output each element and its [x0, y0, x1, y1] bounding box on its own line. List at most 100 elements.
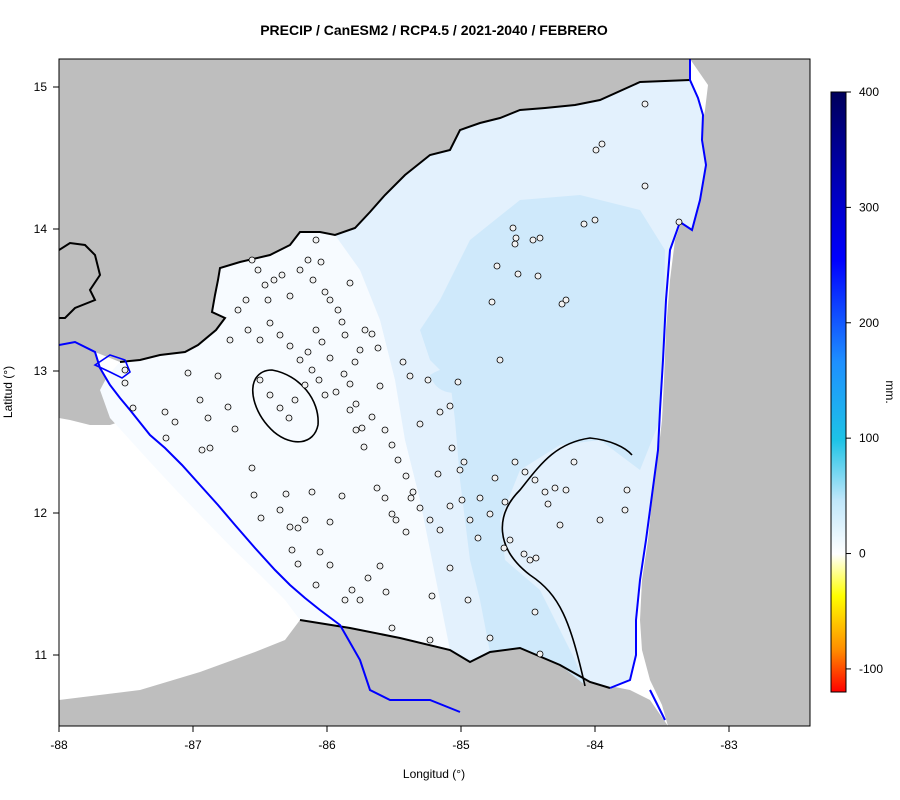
station-marker — [641, 182, 649, 190]
colorbar-tick-label: -100 — [859, 662, 883, 676]
station-marker — [376, 562, 384, 570]
x-axis-title: Longitud (°) — [403, 767, 465, 781]
station-marker — [286, 292, 294, 300]
station-marker — [675, 218, 683, 226]
station-marker — [224, 403, 232, 411]
x-tick-label: -87 — [184, 738, 202, 752]
station-marker — [242, 296, 250, 304]
station-marker — [296, 356, 304, 364]
station-marker — [326, 296, 334, 304]
station-marker — [121, 366, 129, 374]
colorbar-tick-label: 100 — [859, 431, 879, 445]
station-marker — [407, 494, 415, 502]
caribbean-land-region — [640, 59, 810, 726]
station-marker — [244, 326, 252, 334]
station-marker — [532, 554, 540, 562]
station-marker — [460, 458, 468, 466]
station-marker — [321, 288, 329, 296]
station-marker — [529, 236, 537, 244]
station-marker — [500, 544, 508, 552]
station-marker — [382, 588, 390, 596]
station-marker — [248, 256, 256, 264]
station-marker — [338, 318, 346, 326]
station-marker — [276, 404, 284, 412]
station-marker — [556, 521, 564, 529]
station-marker — [454, 378, 462, 386]
station-marker — [266, 319, 274, 327]
station-marker — [381, 494, 389, 502]
station-marker — [204, 414, 212, 422]
station-marker — [373, 484, 381, 492]
station-marker — [402, 528, 410, 536]
station-marker — [317, 258, 325, 266]
station-marker — [399, 358, 407, 366]
station-marker — [312, 236, 320, 244]
station-marker — [381, 426, 389, 434]
station-marker — [308, 488, 316, 496]
station-marker — [294, 560, 302, 568]
station-marker — [512, 234, 520, 242]
station-marker — [171, 418, 179, 426]
station-marker — [338, 492, 346, 500]
station-marker — [474, 534, 482, 542]
station-marker — [558, 300, 566, 308]
coastline-pacific — [59, 340, 461, 713]
station-marker — [301, 381, 309, 389]
x-axis: -88 -87 -86 -85 -84 -83 — [50, 726, 738, 752]
station-marker — [234, 306, 242, 314]
x-tick-label: -88 — [50, 738, 68, 752]
station-marker — [446, 502, 454, 510]
station-marker — [257, 514, 265, 522]
station-marker — [541, 488, 549, 496]
precip-zone-medium — [420, 195, 665, 685]
station-marker — [416, 420, 424, 428]
station-marker — [315, 376, 323, 384]
station-marker — [352, 400, 360, 408]
station-marker — [388, 441, 396, 449]
station-marker — [493, 262, 501, 270]
station-marker — [434, 470, 442, 478]
station-marker — [426, 516, 434, 524]
station-marker — [162, 434, 170, 442]
station-marker — [428, 592, 436, 600]
x-tick-label: -85 — [452, 738, 470, 752]
station-marker — [248, 464, 256, 472]
station-marker — [562, 486, 570, 494]
station-marker — [562, 296, 570, 304]
station-marker — [544, 500, 552, 508]
station-marker — [536, 234, 544, 242]
station-marker — [531, 476, 539, 484]
colorbar-gradient — [830, 91, 847, 693]
station-marker — [598, 140, 606, 148]
colorbar-unit-label: mm. — [883, 380, 897, 403]
station-marker — [521, 468, 529, 476]
national-borders — [59, 79, 691, 689]
colorbar-tick-label: 300 — [859, 200, 879, 214]
station-marker — [536, 650, 544, 658]
station-marker — [206, 444, 214, 452]
lake-nicaragua — [93, 354, 131, 379]
station-marker — [326, 561, 334, 569]
station-marker — [326, 354, 334, 362]
station-marker — [334, 306, 342, 314]
y-tick-label: 12 — [34, 506, 48, 520]
station-marker — [231, 425, 239, 433]
station-marker — [446, 402, 454, 410]
station-marker — [448, 444, 456, 452]
station-marker — [346, 406, 354, 414]
station-marker — [256, 376, 264, 384]
station-marker — [346, 279, 354, 287]
station-marker — [402, 472, 410, 480]
station-marker — [294, 524, 302, 532]
station-marker — [121, 379, 129, 387]
station-marker — [531, 608, 539, 616]
station-marker — [488, 298, 496, 306]
station-marker — [511, 458, 519, 466]
station-marker — [580, 220, 588, 228]
station-marker — [285, 414, 293, 422]
station-marker — [436, 526, 444, 534]
station-marker — [309, 276, 317, 284]
station-marker — [291, 396, 299, 404]
station-marker — [321, 391, 329, 399]
